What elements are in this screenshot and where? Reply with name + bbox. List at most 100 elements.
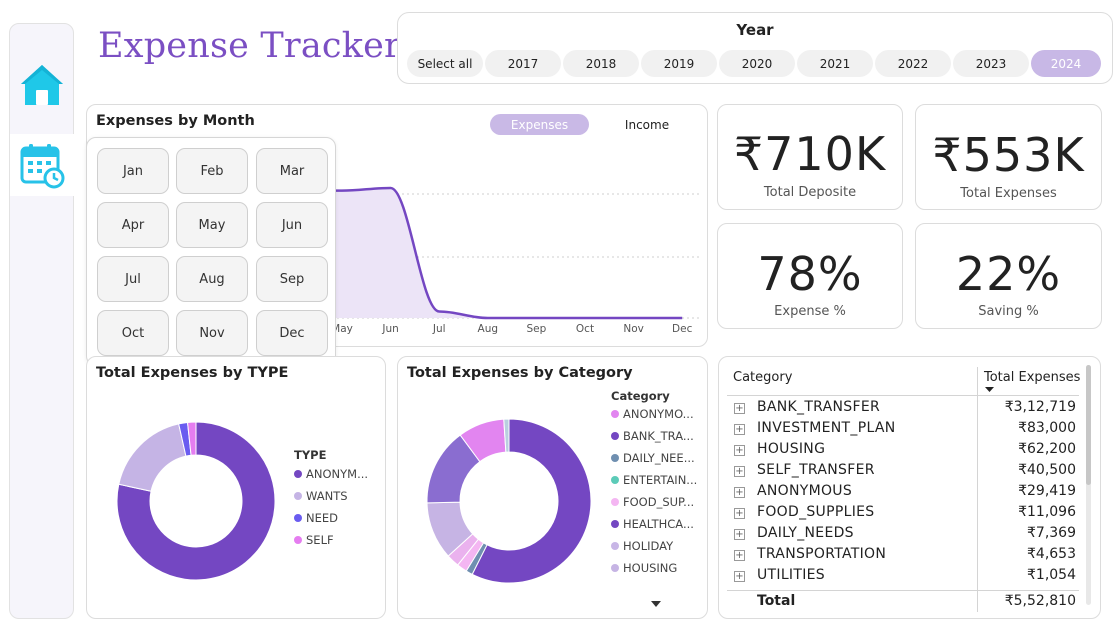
- year-option-2019[interactable]: 2019: [641, 50, 717, 77]
- table-header-divider: [727, 395, 1079, 396]
- expand-plus-icon[interactable]: +: [734, 529, 745, 540]
- category-legend-item[interactable]: ANONYMO...: [611, 407, 694, 421]
- legend-dot: [611, 520, 619, 528]
- nav-calendar-button[interactable]: [10, 134, 74, 196]
- year-option-2020[interactable]: 2020: [719, 50, 795, 77]
- year-option-2018[interactable]: 2018: [563, 50, 639, 77]
- expand-plus-icon[interactable]: +: [734, 550, 745, 561]
- nav-home-button[interactable]: [10, 54, 74, 116]
- category-legend-item[interactable]: FOOD_SUP...: [611, 495, 694, 509]
- legend-scroll-down-icon[interactable]: [650, 600, 662, 608]
- table-header-category[interactable]: Category: [733, 370, 793, 385]
- month-line-chart: May Jun Jul Aug Sep Oct Nov Dec: [327, 186, 699, 335]
- month-button-dec[interactable]: Dec: [256, 310, 328, 356]
- kpi-total-expenses-value: ₹553K: [932, 128, 1085, 182]
- table-scrollbar[interactable]: [1086, 365, 1091, 605]
- legend-label: ANONYM...: [306, 467, 369, 481]
- expenses-by-category-card: Total Expenses by Category Category ANON…: [397, 356, 708, 619]
- table-cell-total: ₹1,054: [1027, 567, 1076, 583]
- legend-dot: [611, 432, 619, 440]
- expand-plus-icon[interactable]: +: [734, 445, 745, 456]
- category-legend-item[interactable]: HOUSING: [611, 561, 677, 575]
- month-button-jan[interactable]: Jan: [97, 148, 169, 194]
- sort-desc-icon[interactable]: [985, 387, 994, 393]
- month-button-aug[interactable]: Aug: [176, 256, 248, 302]
- expand-plus-icon[interactable]: +: [734, 403, 745, 414]
- table-cell-category: DAILY_NEEDS: [757, 525, 854, 541]
- donut-slice[interactable]: [503, 418, 510, 453]
- month-button-sep[interactable]: Sep: [256, 256, 328, 302]
- category-legend-item[interactable]: HOLIDAY: [611, 539, 673, 553]
- legend-dot: [611, 498, 619, 506]
- legend-label: HEALTHCA...: [623, 517, 694, 531]
- legend-label: WANTS: [306, 489, 348, 503]
- legend-label: FOOD_SUP...: [623, 495, 695, 509]
- toggle-income-button[interactable]: Income: [624, 117, 670, 132]
- legend-label: HOLIDAY: [623, 539, 674, 553]
- kpi-expense-pct: 78% Expense %: [717, 223, 903, 329]
- legend-label: ENTERTAIN...: [623, 473, 698, 487]
- month-button-oct[interactable]: Oct: [97, 310, 169, 356]
- sidebar: [9, 23, 74, 619]
- month-button-may[interactable]: May: [176, 202, 248, 248]
- kpi-saving-pct-value: 22%: [955, 247, 1062, 301]
- table-cell-total: ₹62,200: [1018, 441, 1076, 457]
- category-legend-item[interactable]: HEALTHCA...: [611, 517, 694, 531]
- expand-plus-icon[interactable]: +: [734, 508, 745, 519]
- category-legend-item[interactable]: DAILY_NEE...: [611, 451, 695, 465]
- expand-plus-icon[interactable]: +: [734, 571, 745, 582]
- year-option-select-all[interactable]: Select all: [407, 50, 483, 77]
- table-cell-category: HOUSING: [757, 441, 826, 457]
- year-slicer: Year Select all 2017 2018 2019 2020 2021…: [397, 12, 1113, 84]
- legend-label: NEED: [306, 511, 338, 525]
- legend-dot: [611, 410, 619, 418]
- year-option-2023[interactable]: 2023: [953, 50, 1029, 77]
- table-cell-category: UTILITIES: [757, 567, 825, 583]
- kpi-total-expenses: ₹553K Total Expenses: [915, 104, 1102, 210]
- type-legend-item[interactable]: ANONYM...: [294, 467, 368, 481]
- x-tick-label: Sep: [527, 323, 547, 335]
- year-option-2024[interactable]: 2024: [1031, 50, 1101, 77]
- expand-plus-icon[interactable]: +: [734, 487, 745, 498]
- toggle-expenses-button[interactable]: Expenses: [490, 114, 589, 135]
- legend-dot: [294, 514, 302, 522]
- type-legend-item[interactable]: SELF: [294, 533, 334, 547]
- month-button-apr[interactable]: Apr: [97, 202, 169, 248]
- kpi-total-deposit-value: ₹710K: [733, 127, 887, 181]
- kpi-total-expenses-label: Total Expenses: [960, 186, 1057, 201]
- expenses-line[interactable]: [332, 186, 683, 320]
- month-button-feb[interactable]: Feb: [176, 148, 248, 194]
- month-button-jun[interactable]: Jun: [256, 202, 328, 248]
- table-scrollbar-thumb[interactable]: [1086, 365, 1091, 485]
- table-cell-total: ₹40,500: [1018, 462, 1076, 478]
- expand-plus-icon[interactable]: +: [734, 424, 745, 435]
- type-legend-item[interactable]: WANTS: [294, 489, 348, 503]
- x-tick-label: Nov: [623, 323, 644, 335]
- x-tick-label: Jun: [381, 323, 398, 335]
- table-cell-category: ANONYMOUS: [757, 483, 853, 499]
- type-legend-item[interactable]: NEED: [294, 511, 338, 525]
- donut-slice[interactable]: [118, 423, 187, 492]
- table-cell-total: ₹11,096: [1018, 504, 1076, 520]
- month-button-mar[interactable]: Mar: [256, 148, 328, 194]
- donut-slice[interactable]: [116, 421, 276, 581]
- table-total-divider: [727, 590, 1079, 591]
- category-legend-item[interactable]: BANK_TRA...: [611, 429, 694, 443]
- x-tick-label: May: [331, 323, 353, 335]
- kpi-saving-pct-label: Saving %: [978, 304, 1039, 319]
- year-option-2021[interactable]: 2021: [797, 50, 873, 77]
- table-header-total-expenses[interactable]: Total Expenses: [984, 370, 1081, 385]
- expand-plus-icon[interactable]: +: [734, 466, 745, 477]
- month-button-jul[interactable]: Jul: [97, 256, 169, 302]
- donut-slice[interactable]: [471, 418, 592, 584]
- year-option-2017[interactable]: 2017: [485, 50, 561, 77]
- type-donut-chart: [116, 421, 276, 581]
- donut-slice[interactable]: [186, 421, 197, 456]
- legend-label: DAILY_NEE...: [623, 451, 695, 465]
- month-button-nov[interactable]: Nov: [176, 310, 248, 356]
- year-option-2022[interactable]: 2022: [875, 50, 951, 77]
- area-fill: [332, 188, 683, 318]
- type-legend-title: TYPE: [294, 448, 327, 462]
- category-legend-item[interactable]: ENTERTAIN...: [611, 473, 697, 487]
- table-cell-total: ₹4,653: [1027, 546, 1076, 562]
